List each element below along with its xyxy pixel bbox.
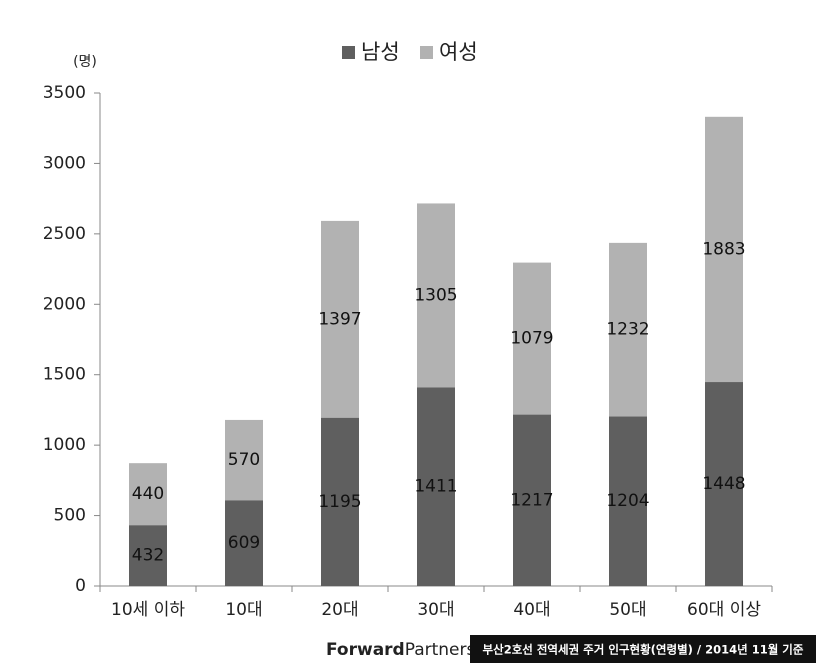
value-label: 1411 xyxy=(414,477,457,497)
bar-segment xyxy=(609,416,647,586)
x-tick-label: 60대 이상 xyxy=(687,600,761,620)
value-label: 1883 xyxy=(702,239,745,259)
y-tick-label: 1000 xyxy=(43,435,86,455)
bar-segment xyxy=(417,203,455,388)
value-label: 432 xyxy=(132,546,164,566)
bar-segment xyxy=(321,417,359,586)
value-label: 1397 xyxy=(318,309,361,329)
x-tick-label: 50대 xyxy=(609,600,646,620)
bar-segment xyxy=(513,414,551,586)
bar-segment xyxy=(225,419,263,501)
bar-segment xyxy=(129,525,167,586)
logo-box xyxy=(318,635,470,663)
logo-bold: Forward xyxy=(326,640,405,660)
y-tick-label: 3000 xyxy=(43,153,86,173)
value-label: 1305 xyxy=(414,285,457,305)
value-label: 1217 xyxy=(510,490,553,510)
logo: ForwardPartners xyxy=(326,640,476,660)
footer-note: 부산2호선 전역세권 주거 인구현황(연령별) / 2014년 11월 기준 xyxy=(483,643,804,657)
y-tick-label: 1500 xyxy=(43,365,86,385)
legend-swatch xyxy=(420,46,433,59)
bar-segment xyxy=(705,116,743,383)
legend-label: 남성 xyxy=(361,40,400,64)
value-label: 1079 xyxy=(510,329,553,349)
bar-segment xyxy=(417,387,455,586)
y-unit: (명) xyxy=(73,54,97,70)
y-tick-label: 2000 xyxy=(43,294,86,314)
bar-segment xyxy=(225,500,263,586)
footer-bar xyxy=(470,635,816,663)
value-label: 1204 xyxy=(606,491,649,511)
y-tick-label: 3500 xyxy=(43,83,86,103)
bar-segment xyxy=(513,262,551,415)
value-label: 440 xyxy=(132,484,164,504)
value-label: 1195 xyxy=(318,492,361,512)
x-tick-label: 20대 xyxy=(321,600,358,620)
bar-segment xyxy=(321,220,359,418)
y-tick-label: 500 xyxy=(54,506,86,526)
bar-segment xyxy=(609,242,647,417)
value-label: 570 xyxy=(228,450,260,470)
x-tick-label: 10대 xyxy=(225,600,262,620)
bar-segment xyxy=(705,382,743,586)
value-label: 1448 xyxy=(702,474,745,494)
logo-light: Partners xyxy=(405,640,476,660)
x-tick-label: 40대 xyxy=(513,600,550,620)
x-tick-label: 30대 xyxy=(417,600,454,620)
legend-swatch xyxy=(342,46,355,59)
value-label: 609 xyxy=(228,533,260,553)
x-tick-label: 10세 이하 xyxy=(111,600,185,620)
legend-label: 여성 xyxy=(439,40,478,64)
bar-segment xyxy=(129,463,167,526)
value-label: 1232 xyxy=(606,320,649,340)
y-tick-label: 0 xyxy=(75,576,86,596)
y-tick-label: 2500 xyxy=(43,224,86,244)
